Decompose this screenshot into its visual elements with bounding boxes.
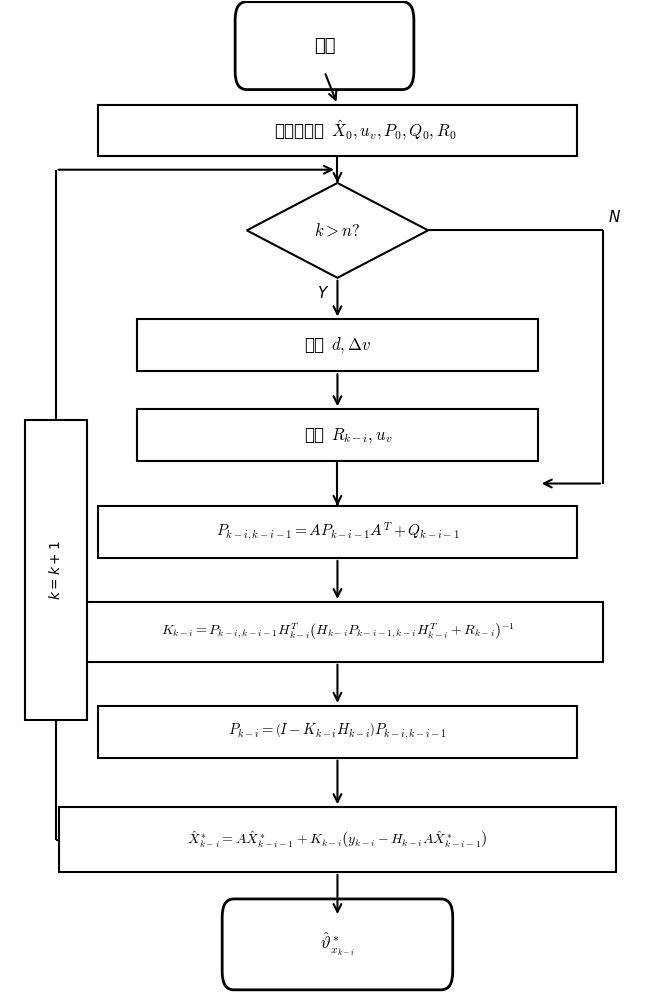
Bar (25, 420, 86, 720)
Text: 计算: 计算 (304, 336, 324, 354)
Bar (137, 319, 538, 371)
Bar (72, 602, 603, 662)
Bar (137, 409, 538, 461)
Bar (98, 105, 577, 156)
Text: $N$: $N$ (608, 209, 621, 225)
Bar (98, 506, 577, 558)
Text: $P_{k-i}=\left(I-K_{k-i}H_{k-i}\right)P_{k-i,k-i-1}$: $P_{k-i}=\left(I-K_{k-i}H_{k-i}\right)P_… (228, 722, 447, 741)
Text: $\hat{\vartheta}^*_{x_{k-i}}$: $\hat{\vartheta}^*_{x_{k-i}}$ (320, 931, 355, 958)
Bar (98, 706, 577, 758)
Polygon shape (247, 183, 428, 278)
Text: 更新: 更新 (304, 426, 324, 444)
Text: $P_{k-i,k-i-1}=AP_{k-i-1}A^T+Q_{k-i-1}$: $P_{k-i,k-i-1}=AP_{k-i-1}A^T+Q_{k-i-1}$ (215, 521, 459, 543)
Text: Y: Y (317, 286, 326, 301)
Text: $R_{k-i},u_v$: $R_{k-i},u_v$ (331, 426, 393, 445)
Text: $K_{k-i}=P_{k-i,k-i-1}H_{k-i}^T\left(H_{k-i}P_{k-i-1,k-i}H_{k-i}^T+R_{k-i}\right: $K_{k-i}=P_{k-i,k-i-1}H_{k-i}^T\left(H_{… (160, 622, 514, 642)
Text: $\hat{X}_0,u_v,P_0,Q_0,R_0$: $\hat{X}_0,u_v,P_0,Q_0,R_0$ (331, 119, 456, 142)
Text: 参数初始化: 参数初始化 (275, 122, 324, 140)
Text: $d,\Delta v$: $d,\Delta v$ (331, 335, 371, 355)
Text: $k=k+1$: $k=k+1$ (48, 540, 63, 600)
Text: $k>n?$: $k>n?$ (314, 221, 361, 239)
Text: $\hat{X}^*_{k-i}=A\hat{X}^*_{k-i-1}+K_{k-i}\left(y_{k-i}-H_{k-i}A\hat{X}^*_{k-i-: $\hat{X}^*_{k-i}=A\hat{X}^*_{k-i-1}+K_{k… (187, 829, 488, 850)
Bar (59, 807, 616, 872)
FancyBboxPatch shape (222, 899, 453, 990)
Text: 开始: 开始 (313, 37, 336, 55)
FancyBboxPatch shape (235, 2, 414, 90)
